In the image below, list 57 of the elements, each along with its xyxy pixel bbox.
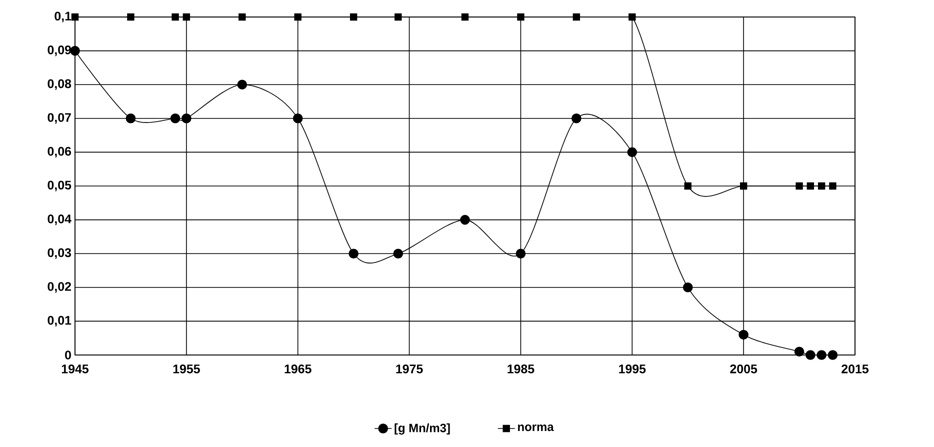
- x-tick-label: 1975: [396, 364, 423, 374]
- y-tick-label: 0: [65, 350, 71, 360]
- point: [294, 13, 302, 21]
- point: [816, 350, 826, 360]
- point: [682, 282, 693, 292]
- point: [394, 13, 402, 21]
- point: [461, 13, 469, 21]
- y-tick-label: 0,02: [48, 282, 71, 293]
- point: [806, 350, 816, 360]
- y-tick-label: 0,07: [48, 113, 71, 124]
- point: [628, 13, 636, 21]
- point: [127, 13, 134, 21]
- point: [126, 114, 136, 124]
- point: [740, 182, 748, 190]
- legend-label: [g Mn/m3]: [394, 423, 450, 435]
- point: [460, 214, 470, 225]
- point: [516, 248, 526, 258]
- x-tick-label: 1995: [619, 364, 646, 374]
- point: [627, 147, 638, 158]
- point: [182, 114, 192, 124]
- point: [829, 182, 836, 190]
- point: [684, 182, 692, 190]
- point: [572, 114, 582, 124]
- point: [350, 13, 358, 21]
- point: [170, 114, 180, 124]
- x-tick-label: 1985: [508, 364, 534, 374]
- y-tick-label: 0,09: [48, 45, 72, 56]
- point: [348, 248, 358, 258]
- point: [794, 346, 804, 357]
- y-tick-label: 0,06: [48, 146, 72, 158]
- point: [70, 46, 80, 56]
- x-tick-label: 2005: [730, 364, 758, 374]
- point: [738, 330, 748, 340]
- point: [172, 13, 179, 21]
- point: [796, 182, 803, 190]
- point: [237, 80, 248, 90]
- point: [828, 350, 838, 360]
- point: [806, 182, 814, 190]
- y-tick-label: 0,04: [48, 214, 72, 226]
- x-tick-label: 1965: [284, 364, 312, 374]
- y-tick-label: 0,03: [48, 248, 72, 259]
- x-tick-label: 2015: [842, 364, 868, 374]
- legend-label: norma: [518, 424, 554, 432]
- y-tick-label: 0,01: [48, 316, 72, 327]
- y-tick-label: 0,08: [48, 79, 72, 90]
- point: [292, 114, 303, 124]
- point: [818, 182, 826, 190]
- point: [393, 248, 404, 258]
- point: [182, 13, 190, 21]
- point: [517, 13, 524, 21]
- y-tick-label: 0,05: [48, 180, 72, 192]
- point: [71, 13, 79, 21]
- x-tick-label: 1955: [173, 364, 200, 374]
- x-tick-label: 1945: [62, 364, 88, 374]
- point: [572, 13, 580, 21]
- y-tick-label: 0,1: [54, 12, 72, 22]
- point: [238, 13, 246, 21]
